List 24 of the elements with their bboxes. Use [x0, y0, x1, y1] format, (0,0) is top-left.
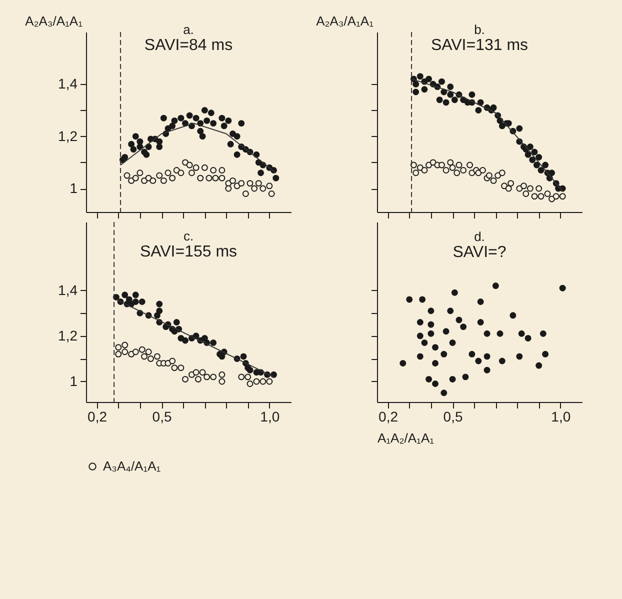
y-tick-label: 1,2 [58, 327, 78, 344]
text: SAVI=? [452, 244, 506, 261]
chart-subtitle: SAVI=131 ms [430, 37, 528, 54]
x-tick-label: 0,2 [88, 408, 108, 424]
text: SAVI=155 ms [140, 244, 238, 260]
text: d. [474, 229, 485, 244]
chart-subtitle: SAVI=84 ms [144, 37, 233, 54]
y-tick-label: 1 [70, 372, 78, 389]
y-tick-label: 1,4 [58, 76, 78, 92]
x-tick-label: 1,0 [260, 408, 280, 424]
x-axis-title: A₁A₂/A₁A₁ [378, 430, 435, 446]
y-tick-label: 1,4 [58, 282, 78, 298]
y-tick-label: 1 [70, 180, 78, 196]
y-axis-title: A₂A₃/A₁A₁ [25, 14, 84, 28]
legend-label: A₃A₄/A₁A₁ [103, 458, 162, 474]
x-tick-label: 1,0 [551, 408, 571, 424]
x-tick-label: 0,5 [152, 408, 172, 424]
y-tick-label: 1,2 [58, 128, 78, 144]
chart-title: a. [183, 22, 194, 37]
text: c. [183, 228, 194, 244]
y-axis-title: A₂A₃/A₁A₁ [316, 14, 374, 28]
x-tick-label: 0,2 [378, 408, 398, 424]
chart-title: b. [474, 22, 485, 37]
x-tick-label: 0,5 [443, 408, 463, 424]
